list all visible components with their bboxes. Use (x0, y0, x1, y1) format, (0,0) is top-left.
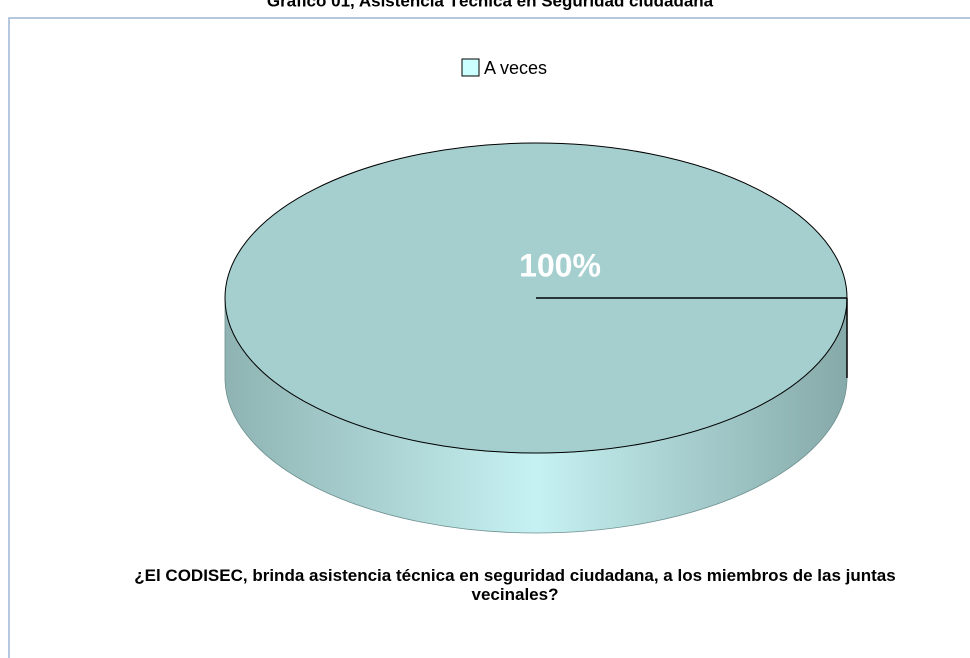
chart-title: Gráfico 01, Asistencia Técnica en Seguri… (267, 0, 714, 10)
data-label: 100% (519, 247, 601, 283)
caption: ¿El CODISEC, brinda asistencia técnica e… (134, 566, 896, 604)
legend-label: A veces (484, 58, 547, 78)
legend-swatch (461, 58, 480, 77)
chart-frame (8, 17, 970, 658)
